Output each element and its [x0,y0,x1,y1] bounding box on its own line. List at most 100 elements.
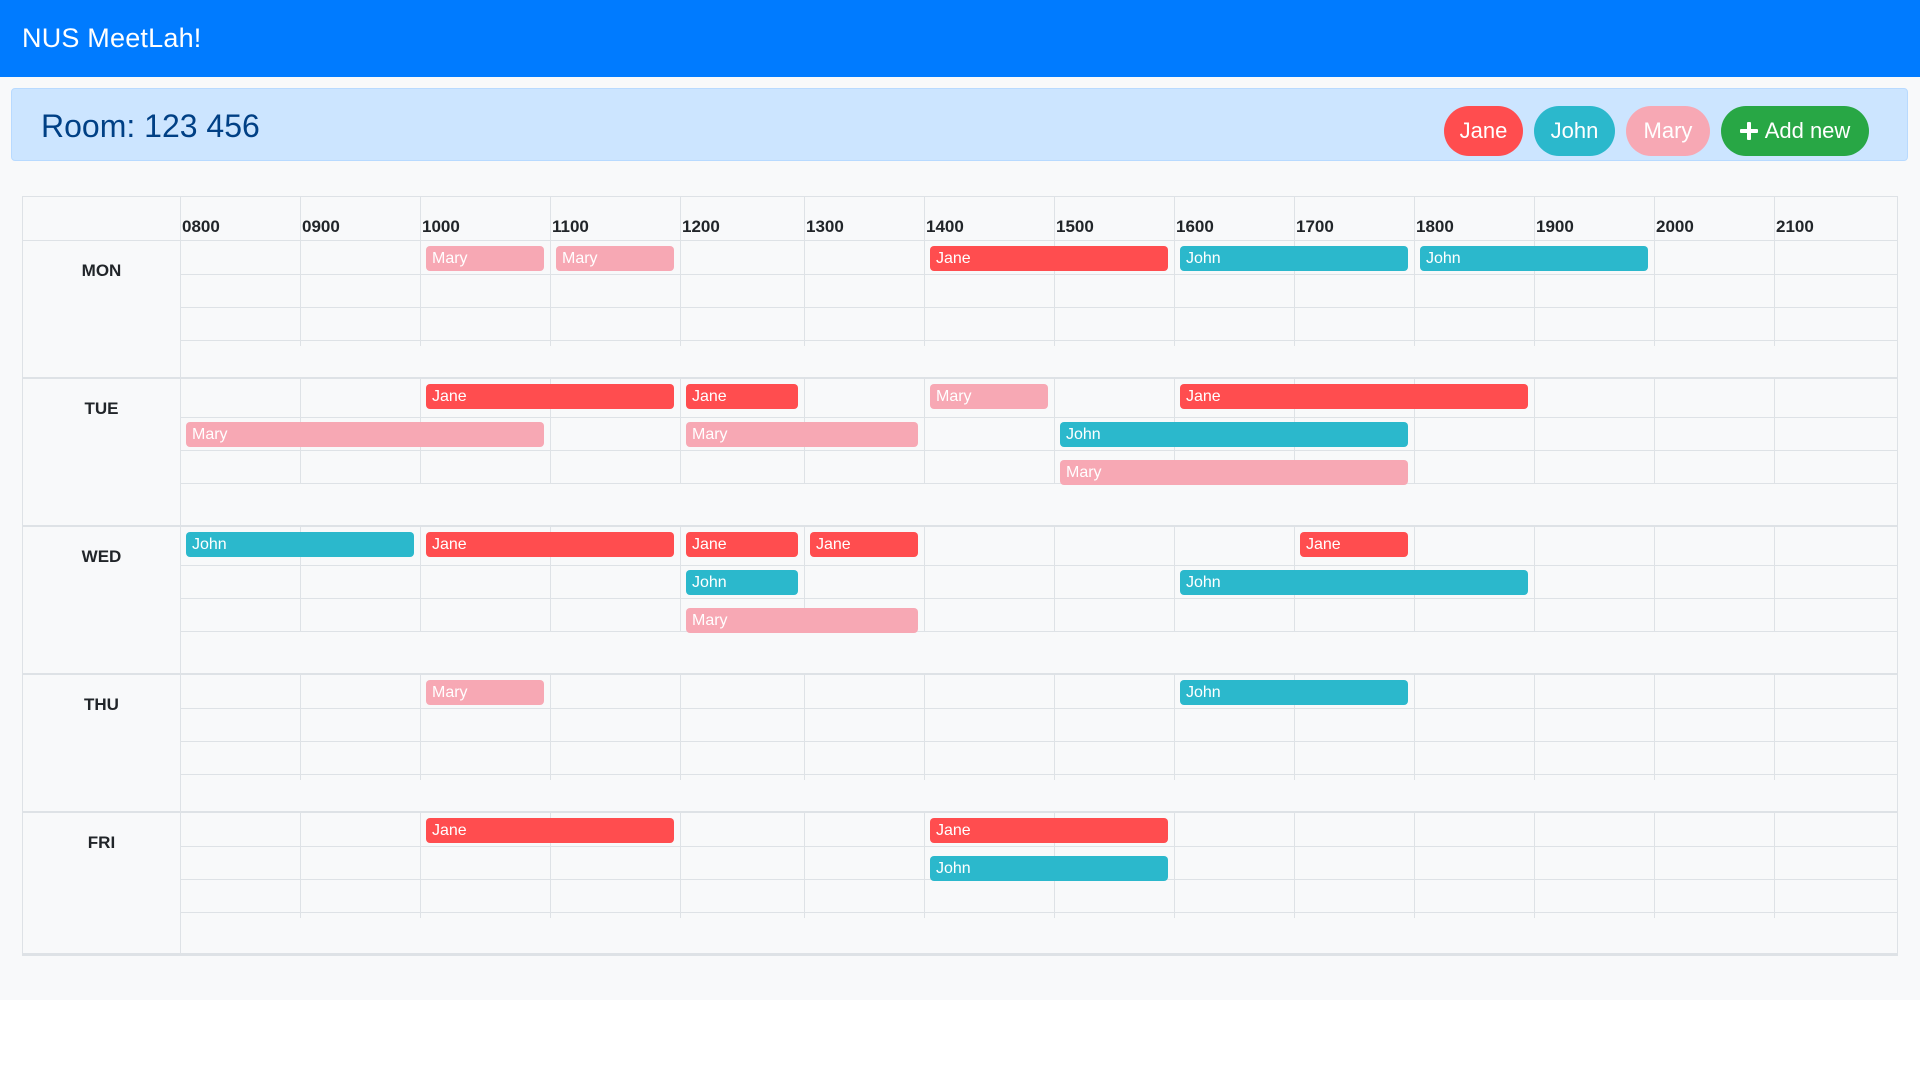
hour-header-0800: 0800 [182,217,220,236]
event-mary[interactable]: Mary [426,246,544,271]
hour-gridline [1654,675,1655,780]
add-new-label: Add new [1764,118,1851,143]
hour-gridline [1534,379,1535,484]
event-john[interactable]: John [1180,246,1408,271]
row-divider [180,598,1897,599]
room-title: Room: 123 456 [41,108,260,144]
hour-gridline [680,813,681,918]
day-label: TUE [84,399,119,418]
hour-gridline [180,241,181,379]
hour-gridline [924,675,925,780]
event-mary[interactable]: Mary [930,384,1048,409]
member-button-jane[interactable]: Jane [1444,106,1523,156]
event-john[interactable]: John [1180,570,1528,595]
hour-gridline [680,379,681,484]
hour-gridline [804,813,805,918]
event-john[interactable]: John [686,570,798,595]
hour-gridline [550,813,551,918]
hour-gridline [1414,813,1415,918]
hour-gridline [1294,241,1295,346]
row-divider [180,565,1897,566]
event-mary[interactable]: Mary [1060,460,1408,485]
hour-gridline [1414,197,1415,241]
hour-gridline [1534,675,1535,780]
day-block-mon: MON Mary Mary Jane John John [23,241,1897,379]
hour-gridline [300,675,301,780]
event-jane[interactable]: Jane [426,818,674,843]
hour-gridline [1774,241,1775,346]
hour-gridline [1534,197,1535,241]
event-jane[interactable]: Jane [930,818,1168,843]
event-mary[interactable]: Mary [556,246,674,271]
hour-gridline [1414,379,1415,484]
event-mary[interactable]: Mary [686,608,918,633]
hour-gridline [804,197,805,241]
hour-gridline [680,197,681,241]
plus-icon [1739,122,1758,140]
hour-gridline [1774,675,1775,780]
hour-gridline [420,197,421,241]
row-divider [180,912,1897,913]
hour-gridline [1654,813,1655,918]
hour-gridline [1174,241,1175,346]
hour-gridline [1054,241,1055,346]
day-label: WED [81,547,122,566]
hour-gridline [300,197,301,241]
member-button-mary[interactable]: Mary [1626,106,1710,156]
event-jane[interactable]: Jane [1180,384,1528,409]
hour-header-1200: 1200 [682,217,720,236]
hour-gridline [924,379,925,484]
event-john[interactable]: John [186,532,414,557]
hour-gridline [924,527,925,632]
hour-gridline [1054,379,1055,484]
row-divider [180,846,1897,847]
event-john[interactable]: John [1180,680,1408,705]
event-john[interactable]: John [930,856,1168,881]
day-block-thu: THU Mary John [23,675,1897,813]
event-john[interactable]: John [1420,246,1648,271]
hour-gridline [680,241,681,346]
add-new-button[interactable]: Add new [1721,106,1869,156]
event-mary[interactable]: Mary [186,422,544,447]
hour-gridline [1774,813,1775,918]
event-jane[interactable]: Jane [930,246,1168,271]
hour-gridline [300,241,301,346]
hour-gridline [1654,379,1655,484]
event-jane[interactable]: Jane [1300,532,1408,557]
hour-gridline [420,527,421,632]
event-mary[interactable]: Mary [426,680,544,705]
hour-gridline [550,675,551,780]
hour-header-1300: 1300 [806,217,844,236]
hour-gridline [420,813,421,918]
event-jane[interactable]: Jane [810,532,918,557]
hour-header-1800: 1800 [1416,217,1454,236]
event-jane[interactable]: Jane [686,532,798,557]
day-block-fri: FRI Jane Jane John [23,813,1897,955]
event-john[interactable]: John [1060,422,1408,447]
hour-gridline [300,527,301,632]
hour-gridline [1534,813,1535,918]
hour-header-2000: 2000 [1656,217,1694,236]
hour-gridline [1414,675,1415,780]
app-brand[interactable]: NUS MeetLah! [22,23,202,53]
hour-gridline [1294,675,1295,780]
hour-gridline [300,813,301,918]
hour-gridline [1774,197,1775,241]
event-jane[interactable]: Jane [426,384,674,409]
event-mary[interactable]: Mary [686,422,918,447]
room-header: Room: 123 456 Jane John Mary Add new [11,88,1908,161]
row-divider [180,774,1897,775]
hour-gridline [1534,241,1535,346]
event-jane[interactable]: Jane [426,532,674,557]
hour-gridline [1174,813,1175,918]
hour-header-2100: 2100 [1776,217,1814,236]
row-divider [180,708,1897,709]
hour-header-1900: 1900 [1536,217,1574,236]
event-jane[interactable]: Jane [686,384,798,409]
member-button-john[interactable]: John [1534,106,1615,156]
hour-gridline [1654,527,1655,632]
navbar: NUS MeetLah! [0,0,1920,77]
hour-gridline [1774,379,1775,484]
day-label: MON [81,261,122,280]
hour-gridline [1174,527,1175,632]
